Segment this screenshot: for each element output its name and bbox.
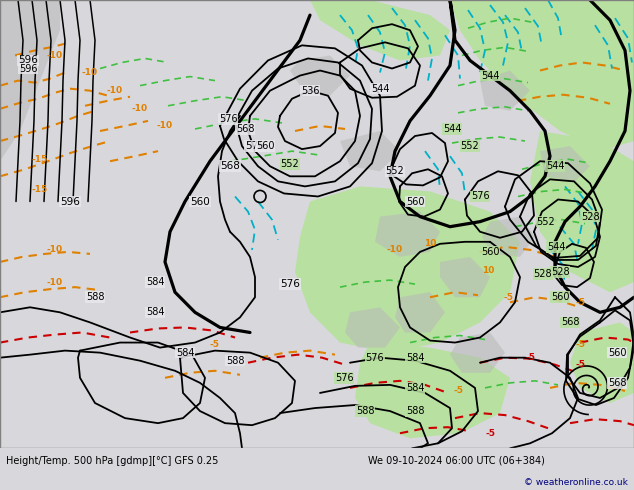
Text: -10: -10: [82, 68, 98, 77]
Text: -10: -10: [47, 245, 63, 254]
Text: 584: 584: [406, 353, 424, 363]
Text: 588: 588: [356, 406, 374, 416]
Text: 544: 544: [443, 124, 462, 134]
Text: 552: 552: [281, 159, 299, 169]
Text: -5: -5: [575, 298, 585, 307]
Text: -15: -15: [32, 155, 48, 164]
Text: Height/Temp. 500 hPa [gdmp][°C] GFS 0.25: Height/Temp. 500 hPa [gdmp][°C] GFS 0.25: [6, 456, 219, 466]
Text: 568: 568: [560, 318, 579, 327]
Text: 576: 576: [366, 353, 384, 363]
Text: 544: 544: [371, 84, 389, 94]
Text: -5: -5: [575, 340, 585, 349]
Text: 568: 568: [236, 124, 254, 134]
Text: 568: 568: [608, 378, 626, 388]
Text: 576: 576: [470, 192, 489, 201]
Text: 576: 576: [280, 279, 300, 289]
Text: 544: 544: [481, 71, 499, 80]
Text: -10: -10: [47, 278, 63, 287]
Text: 560: 560: [481, 247, 499, 257]
Text: 10: 10: [424, 239, 436, 248]
Text: 568: 568: [220, 161, 240, 171]
Text: 528: 528: [551, 267, 569, 277]
Text: 560: 560: [190, 196, 210, 206]
Text: -5: -5: [485, 429, 495, 438]
Text: 584: 584: [146, 277, 164, 287]
Text: -5: -5: [503, 293, 513, 302]
Text: 588: 588: [226, 356, 244, 366]
Text: -10: -10: [387, 245, 403, 254]
Text: 552: 552: [385, 166, 404, 176]
Text: -5: -5: [525, 353, 535, 362]
Text: -5: -5: [453, 387, 463, 395]
Text: -10: -10: [47, 51, 63, 60]
Text: 596: 596: [18, 55, 38, 66]
Text: 588: 588: [406, 406, 424, 416]
Text: -5: -5: [575, 360, 585, 369]
Text: 576: 576: [335, 373, 353, 383]
Text: -10: -10: [107, 86, 123, 95]
Text: 528: 528: [534, 269, 552, 279]
Text: 584: 584: [406, 383, 424, 393]
Text: -10: -10: [157, 122, 173, 130]
Text: 528: 528: [581, 212, 599, 221]
Text: 584: 584: [146, 307, 164, 318]
Text: 576: 576: [219, 114, 237, 124]
Text: 560: 560: [406, 196, 424, 206]
Text: 552: 552: [536, 217, 555, 227]
Text: 560: 560: [608, 347, 626, 358]
Text: 576: 576: [245, 141, 265, 151]
Text: 536: 536: [301, 86, 320, 96]
Text: 10: 10: [482, 266, 494, 274]
Text: -10: -10: [132, 104, 148, 113]
Text: 596: 596: [19, 64, 37, 74]
Text: 596: 596: [60, 196, 80, 206]
Text: We 09-10-2024 06:00 UTC (06+384): We 09-10-2024 06:00 UTC (06+384): [368, 456, 545, 466]
Text: 560: 560: [256, 141, 275, 151]
Text: -5: -5: [210, 340, 220, 349]
Text: © weatheronline.co.uk: © weatheronline.co.uk: [524, 478, 628, 487]
Text: 552: 552: [461, 141, 479, 151]
Text: 544: 544: [547, 242, 566, 252]
Text: 584: 584: [176, 347, 194, 358]
Text: 560: 560: [551, 292, 569, 302]
Text: -15: -15: [32, 185, 48, 194]
Text: 588: 588: [86, 292, 104, 302]
Text: 544: 544: [546, 161, 564, 171]
